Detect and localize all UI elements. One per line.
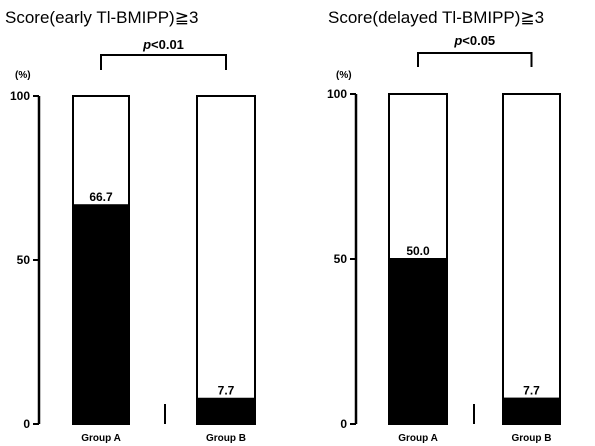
y-tick-label: 0 — [23, 417, 30, 431]
p-value-label: p<0.05 — [453, 33, 495, 48]
significance-bracket — [417, 52, 533, 67]
chart-title: Score(delayed Tl-BMIPP)≧3 — [328, 8, 544, 27]
category-label-2: Group B — [206, 433, 246, 444]
bar-1 — [72, 204, 130, 425]
chart-panel-1: Score(early Tl-BMIPP)≧3 p<0.01 (%) 0 50 100 66… — [5, 8, 256, 444]
y-axis-unit: (%) — [15, 70, 31, 81]
y-tick-label: 50 — [334, 252, 348, 266]
p-value-label: p<0.01 — [142, 37, 184, 52]
chart-panel-2: Score(delayed Tl-BMIPP)≧3 p<0.05 (%) 0 50 100… — [327, 8, 561, 444]
data-label-1: 50.0 — [406, 244, 430, 258]
category-label-1: Group A — [81, 433, 121, 444]
y-axis-unit: (%) — [336, 70, 352, 81]
y-tick-label: 100 — [327, 87, 347, 101]
data-label-2: 7.7 — [523, 384, 540, 398]
bar-1 — [388, 258, 448, 425]
significance-bracket — [100, 54, 227, 70]
chart-title: Score(early Tl-BMIPP)≧3 — [5, 8, 198, 27]
y-tick-label: 100 — [10, 89, 30, 103]
bar-remainder-2 — [196, 95, 256, 425]
data-label-1: 66.7 — [89, 190, 113, 204]
y-tick-label: 0 — [340, 417, 347, 431]
y-tick-label: 50 — [17, 253, 31, 267]
data-label-2: 7.7 — [218, 384, 235, 398]
category-label-2: Group B — [512, 433, 552, 444]
bar-2 — [196, 397, 256, 425]
bar-remainder-2 — [502, 93, 561, 425]
category-label-1: Group A — [398, 433, 438, 444]
bar-2 — [502, 397, 561, 425]
